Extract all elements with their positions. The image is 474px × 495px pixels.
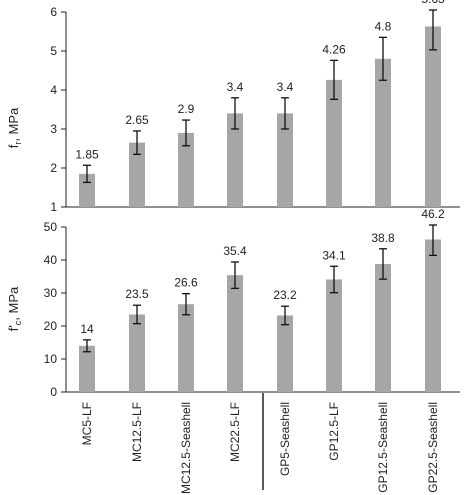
bar xyxy=(79,345,95,392)
y-tick-label: 4 xyxy=(50,83,57,97)
category-label: GP12.5-LF xyxy=(327,402,341,461)
data-label: 2.65 xyxy=(125,113,149,127)
data-label: 3.4 xyxy=(277,80,294,94)
category-label: GP5-Seashell xyxy=(278,402,292,476)
y-tick-label: 40 xyxy=(44,253,58,267)
bar xyxy=(129,142,145,207)
bar xyxy=(425,239,441,392)
bar xyxy=(375,58,391,207)
bar xyxy=(277,315,293,392)
bar xyxy=(178,132,194,207)
data-label: 38.8 xyxy=(371,231,395,245)
y-tick-label: 0 xyxy=(50,385,57,399)
bar xyxy=(178,304,194,392)
bar xyxy=(326,79,342,207)
data-label: 5.63 xyxy=(421,0,445,6)
data-label: 4.8 xyxy=(375,19,392,33)
y-tick-label: 2 xyxy=(50,161,57,175)
data-label: 34.1 xyxy=(322,248,346,262)
data-label: 26.6 xyxy=(174,276,198,290)
data-label: 46.2 xyxy=(421,207,445,221)
bar xyxy=(227,275,243,392)
bar xyxy=(326,279,342,392)
data-label: 2.9 xyxy=(178,102,195,116)
category-label: GP22.5-Seashell xyxy=(426,402,440,493)
y-tick-label: 1 xyxy=(50,200,57,214)
data-label: 14 xyxy=(80,322,94,336)
bar xyxy=(129,314,145,392)
y-tick-label: 10 xyxy=(44,352,58,366)
category-label: MC22.5-LF xyxy=(228,402,242,462)
y-tick-label: 3 xyxy=(50,122,57,136)
x-axis-categories: MC5-LF MC12.5-LF MC12.5-Seashell MC22.5-LF G… xyxy=(80,402,440,494)
category-label: MC12.5-Seashell xyxy=(179,402,193,494)
bar xyxy=(425,26,441,208)
y-tick-label: 50 xyxy=(44,220,58,234)
y-tick-label: 6 xyxy=(50,5,57,19)
bar xyxy=(277,113,293,207)
compressive-strength-chart: f'c, MPa 0 10 20 30 40 50 14 23.5 26.6 35.4 23.2 34… xyxy=(6,207,460,399)
data-label: 23.2 xyxy=(273,288,297,302)
y-tick-label: 30 xyxy=(44,286,58,300)
flexural-strength-chart: fr, MPa 1 2 3 4 5 6 1.85 2.65 2.9 3.4 3.4 4.26 4.8 5.… xyxy=(6,0,460,214)
data-label: 4.26 xyxy=(322,42,346,56)
data-label: 1.85 xyxy=(75,147,99,161)
data-label: 3.4 xyxy=(227,80,244,94)
bar xyxy=(375,263,391,392)
category-label: MC5-LF xyxy=(80,402,94,445)
data-label: 23.5 xyxy=(125,287,149,301)
data-label: 35.4 xyxy=(223,244,247,258)
y-axis-label-flexural: fr, MPa xyxy=(6,107,23,148)
category-label: MC12.5-LF xyxy=(130,402,144,462)
y-tick-label: 5 xyxy=(50,44,57,58)
y-axis-label-compressive: f'c, MPa xyxy=(6,286,23,331)
bar xyxy=(227,113,243,207)
y-tick-label: 20 xyxy=(44,319,58,333)
category-label: GP12.5-Seashell xyxy=(376,402,390,493)
